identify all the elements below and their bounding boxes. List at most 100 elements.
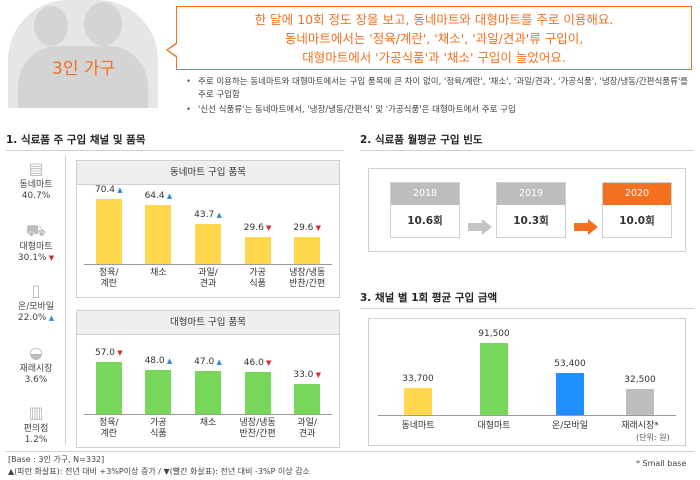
bullet-item: 주로 이용하는 동네마트와 대형마트에서는 구입 품목에 큰 차이 없이, '정… xyxy=(186,76,696,101)
decrease-arrow-icon: ▼ xyxy=(313,370,322,379)
data-label: 29.6 ▼ xyxy=(243,222,272,233)
bar xyxy=(95,361,122,414)
data-label: 33,700 xyxy=(402,374,434,385)
category-label: 채소 xyxy=(178,418,238,429)
channel-name: 재래시장 xyxy=(19,364,53,374)
category-line: 식품 xyxy=(249,279,266,289)
category-line: 채소 xyxy=(199,418,217,428)
data-label: 43.7 ▲ xyxy=(194,209,222,220)
channel-item: ⛟ 대형마트 30.1% ▼ xyxy=(10,222,62,264)
section3-title: 3. 채널 별 1회 평균 구입 금액 xyxy=(360,292,498,304)
callout-line: 한 달에 10회 정도 장을 보고, 동네마트와 대형마트를 주로 이용해요. xyxy=(254,12,614,27)
bar xyxy=(145,204,172,264)
bar xyxy=(404,388,432,415)
shop-icon: ▥ xyxy=(28,403,44,422)
channel-item: ▥ 편의점 1.2% xyxy=(10,404,62,446)
data-label: 48.0 ▲ xyxy=(144,355,173,366)
category-line: 반찬/간편 xyxy=(239,429,276,439)
base-note: [Base : 3인 가구, N=332] xyxy=(8,455,105,464)
panel-title: 동네마트 구입 품목 xyxy=(77,161,339,185)
category-label: 냉장/냉동 반찬/간편 xyxy=(277,268,337,290)
bar xyxy=(480,343,508,415)
channel-name: 동네마트 xyxy=(19,180,53,190)
data-label: 57.0 ▼ xyxy=(94,347,123,358)
panel-title: 대형마트 구입 품목 xyxy=(77,311,339,335)
increase-arrow-icon: ▲ xyxy=(214,357,222,366)
category-line: 반찬/간편 xyxy=(289,279,326,289)
data-label: 32,500 xyxy=(624,375,656,386)
bar xyxy=(195,223,221,264)
data-label: 53,400 xyxy=(554,358,586,369)
data-label: 29.6 ▼ xyxy=(293,222,322,233)
callout-line: 대형마트에서 '가공식품'과 '채소' 구입이 늘었어요. xyxy=(302,50,566,65)
channel-item: ◒ 재래시장 3.6% xyxy=(10,344,62,386)
category-label: 대형마트 xyxy=(477,421,511,431)
callout-line: 동네마트에서는 '정육/계란', '채소', '과일/견과'류 구입이, xyxy=(284,31,584,46)
arrow-shaft xyxy=(468,223,482,231)
category-label: 과일/견과 xyxy=(178,268,238,290)
unit-label: (단위: 원) xyxy=(636,433,670,442)
channel-share: 30.1% ▼ xyxy=(17,253,55,263)
category-label: 재래시장* xyxy=(621,421,659,431)
arrow-shaft xyxy=(574,223,588,231)
frequency-value: 10.0회 xyxy=(619,215,655,227)
data-label: 46.0 ▼ xyxy=(243,357,272,368)
arrow-head-icon xyxy=(588,219,598,235)
decrease-arrow-icon: ▼ xyxy=(263,358,272,367)
category-line: 견과 xyxy=(298,429,316,439)
category-line: 과일/ xyxy=(297,418,317,428)
household-silhouette xyxy=(8,0,158,108)
increase-arrow-icon: ▲ xyxy=(164,356,173,365)
bar xyxy=(294,236,321,264)
category-label: 정육/계란 xyxy=(79,418,139,440)
decrease-arrow-icon: ▼ xyxy=(46,254,55,262)
store-icon: ▤ xyxy=(28,159,44,178)
decrease-arrow-icon: ▼ xyxy=(263,223,272,232)
data-label: 64.4 ▲ xyxy=(144,190,173,201)
category-label: 가공 식품 xyxy=(128,418,188,440)
category-label: 채소 xyxy=(128,268,188,279)
bullet-item: '신선 식품류'는 동네마트에서, '냉장/냉동/간편식' 및 '가공식품'은 … xyxy=(186,104,696,117)
data-label: 70.4 ▲ xyxy=(94,185,123,196)
bar xyxy=(145,369,172,414)
increase-arrow-icon: ▲ xyxy=(115,186,123,195)
chart-baseline xyxy=(84,264,332,265)
category-line: 가공 xyxy=(150,418,167,428)
category-line: 과일/ xyxy=(198,268,218,278)
frequency-box: 2020 10.0회 xyxy=(602,182,672,238)
category-line: 정육/ xyxy=(99,418,119,428)
basket-icon: ◒ xyxy=(29,343,43,362)
channel-name: 대형마트 xyxy=(19,242,53,252)
channel-item: ▤ 동네마트 40.7% xyxy=(10,160,62,202)
bar xyxy=(294,383,321,414)
mobile-icon: ▯ xyxy=(31,281,41,300)
bar xyxy=(244,371,271,414)
category-label: 과일/견과 xyxy=(277,418,337,440)
increase-arrow-icon: ▲ xyxy=(214,210,222,219)
bar xyxy=(95,199,122,264)
small-base-note: * Small base xyxy=(636,459,687,468)
bar xyxy=(195,370,221,414)
category-label: 가공 식품 xyxy=(228,268,288,290)
category-line: 견과 xyxy=(199,279,217,289)
bar xyxy=(626,389,654,415)
section1-title: 1. 식료품 주 구입 채널 및 품목 xyxy=(6,134,146,146)
household-label: 3인 가구 xyxy=(52,59,116,79)
frequency-value: 10.3회 xyxy=(513,215,549,227)
category-line: 정육/ xyxy=(99,268,119,278)
bar xyxy=(556,372,584,415)
category-line: 냉장/냉동 xyxy=(289,268,326,278)
channel-item: ▯ 온/모바일 22.0% ▲ xyxy=(10,282,62,324)
chart-baseline xyxy=(84,414,332,415)
category-label: 온/모바일 xyxy=(551,421,589,431)
frequency-box: 2019 10.3회 xyxy=(496,182,566,238)
channel-name: 편의점 xyxy=(23,424,49,434)
section2-title: 2. 식료품 월평균 구입 빈도 xyxy=(360,134,483,146)
increase-arrow-icon: ▲ xyxy=(164,191,173,200)
category-line: 계란 xyxy=(100,429,118,439)
summary-bullets: 주로 이용하는 동네마트와 대형마트에서는 구입 품목에 큰 차이 없이, '정… xyxy=(186,76,696,120)
category-label: 냉장/냉동 반찬/간편 xyxy=(228,418,288,440)
channel-name: 온/모바일 xyxy=(17,302,55,312)
chart-baseline xyxy=(378,415,676,416)
category-label: 정육/계란 xyxy=(79,268,139,290)
